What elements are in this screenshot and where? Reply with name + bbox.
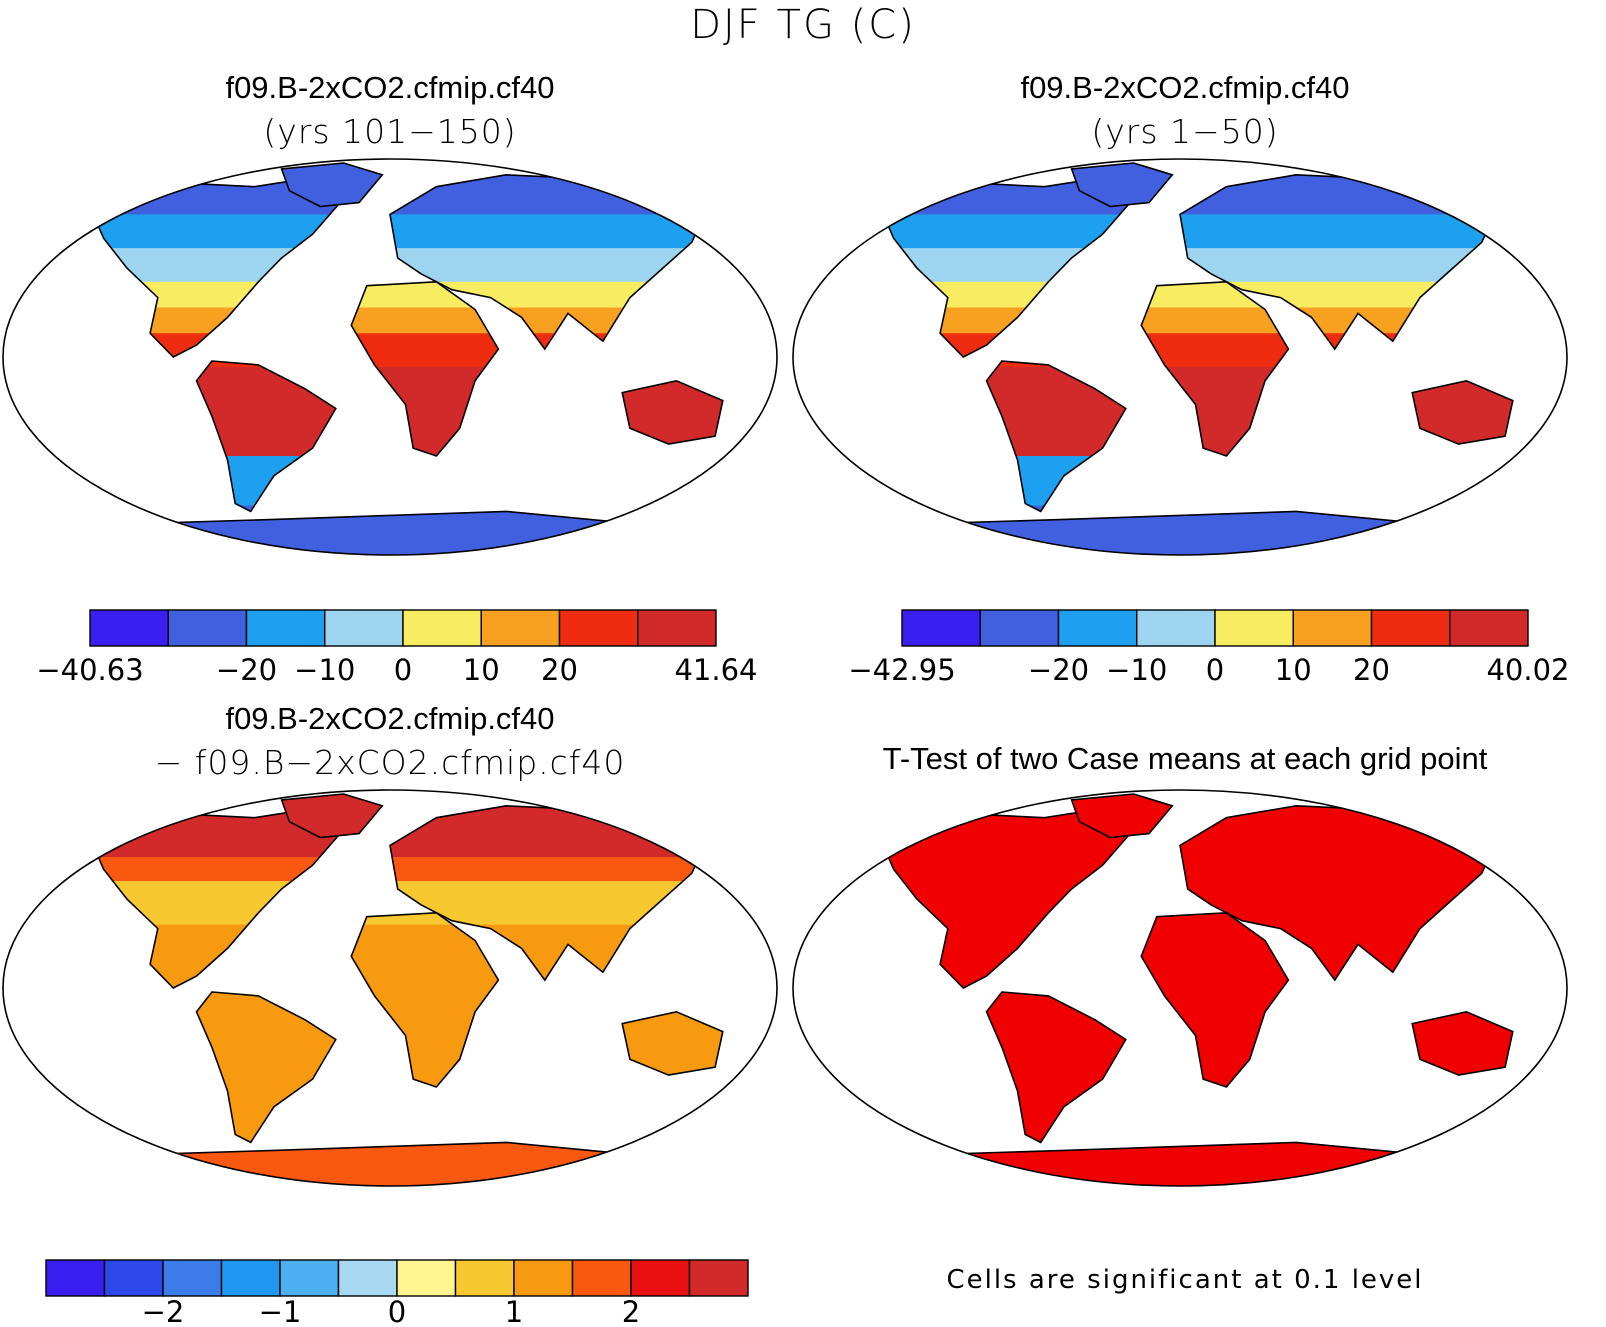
colorbar-swatch — [979, 609, 1060, 647]
colorbar-swatch — [162, 1259, 223, 1297]
colorbar-swatch — [1370, 609, 1451, 647]
colorbar-swatch — [1057, 609, 1138, 647]
map-frame — [792, 158, 1568, 556]
colorbar-tick-label: 41.64 — [674, 653, 757, 687]
colorbar-tick-label: 20 — [1353, 653, 1390, 687]
panel1-case-title: f09.B-2xCO2.cfmip.cf40 — [225, 70, 555, 105]
colorbar-tick-label: −2 — [142, 1295, 185, 1327]
colorbar-swatch — [558, 609, 639, 647]
colorbar-tick-label: 0 — [1206, 653, 1224, 687]
colorbar-tick-label: −20 — [216, 653, 277, 687]
colorbar-swatch — [637, 609, 717, 647]
panel1-period: (yrs 101−150) — [263, 112, 517, 151]
colorbar-swatch — [402, 609, 482, 647]
panel4-title: T-Test of two Case means at each grid po… — [882, 741, 1488, 776]
figure-title: DJF TG (C) — [690, 2, 916, 48]
map-panel-1 — [2, 158, 778, 556]
colorbar-swatch — [337, 1259, 398, 1297]
panel2-period: (yrs 1−50) — [1091, 112, 1279, 151]
colorbar-swatch — [571, 1259, 632, 1297]
colorbar-tick-label: 10 — [463, 653, 500, 687]
colorbar-swatch — [220, 1259, 281, 1297]
colorbar-swatch — [630, 1259, 691, 1297]
colorbar-2: −42.95 −20 −10 0 10 20 40.02 — [848, 609, 1570, 687]
map-panel-2 — [792, 158, 1568, 556]
colorbar-swatch — [45, 1259, 106, 1297]
colorbar-swatch — [324, 609, 404, 647]
map-panel-3 — [2, 789, 778, 1187]
colorbar-swatch — [454, 1259, 515, 1297]
colorbar-swatch — [513, 1259, 574, 1297]
colorbar-tick-label: −10 — [1106, 653, 1167, 687]
colorbar-swatch — [480, 609, 561, 647]
colorbar-tick-label: 2 — [622, 1295, 640, 1327]
colorbar-tick-label: −20 — [1028, 653, 1089, 687]
colorbar-swatch — [103, 1259, 164, 1297]
colorbar-tick-label: 0 — [394, 653, 412, 687]
colorbar-tick-label: 20 — [541, 653, 578, 687]
map-frame — [2, 158, 778, 556]
colorbar-swatch — [1136, 609, 1216, 647]
colorbar-swatch — [279, 1259, 340, 1297]
map-panel-4 — [792, 789, 1568, 1187]
colorbar-tick-label: 1 — [505, 1295, 523, 1327]
panel2-case-title: f09.B-2xCO2.cfmip.cf40 — [1020, 70, 1350, 105]
colorbar-tick-label: 0 — [388, 1295, 406, 1327]
colorbar-swatch — [167, 609, 248, 647]
map-frame — [2, 789, 778, 1187]
panel3-subtitle: − f09.B−2xCO2.cfmip.cf40 — [154, 743, 626, 782]
significance-note: Cells are significant at 0.1 level — [946, 1265, 1424, 1295]
colorbar-3: −2 −1 0 1 2 — [45, 1259, 749, 1327]
colorbar-swatch — [901, 609, 981, 647]
colorbar-tick-label: −1 — [259, 1295, 302, 1327]
colorbar-swatch — [89, 609, 169, 647]
map-frame — [792, 789, 1568, 1187]
colorbar-swatch — [1292, 609, 1373, 647]
colorbar-tick-label: 10 — [1275, 653, 1312, 687]
colorbar-tick-label: −40.63 — [36, 653, 143, 687]
colorbar-swatch — [1449, 609, 1529, 647]
colorbar-tick-label: −42.95 — [848, 653, 955, 687]
panel3-case-title: f09.B-2xCO2.cfmip.cf40 — [225, 701, 555, 736]
colorbar-swatch — [245, 609, 326, 647]
colorbar-1: −40.63 −20 −10 0 10 20 41.64 — [36, 609, 758, 687]
colorbar-tick-label: 40.02 — [1486, 653, 1569, 687]
colorbar-swatch — [688, 1259, 749, 1297]
colorbar-tick-label: −10 — [294, 653, 355, 687]
colorbar-swatch — [1214, 609, 1294, 647]
colorbar-swatch — [396, 1259, 457, 1297]
